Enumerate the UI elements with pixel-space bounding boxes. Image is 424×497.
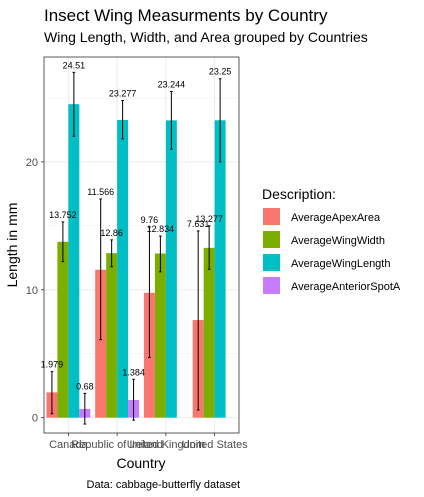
legend-key [263,231,280,248]
data-label: 13.277 [195,214,223,224]
bar [154,253,166,418]
data-label: 13.752 [49,210,77,220]
y-axis-title: Length in mm [4,203,20,288]
legend-key [263,254,280,271]
bar [214,120,226,418]
y-axis: 0 10 20 [26,157,44,425]
data-label: 11.566 [87,187,114,197]
x-tick-label: United States [182,439,249,451]
data-label: 0.68 [76,381,94,391]
data-label: 23.25 [209,67,232,77]
y-tick-label: 0 [32,413,38,425]
x-axis-title: Country [116,455,165,471]
error-bars [50,71,222,425]
legend-label: AverageAnteriorSpotA [291,281,401,293]
data-labels: 1.979 11.566 9.76 7.631 13.752 12.86 12.834 13.… [41,60,232,391]
legend-label: AverageApexArea [291,212,381,224]
legend: AverageApexArea AverageWingWidth AverageWi… [263,208,401,294]
x-tick-label: United Kingdom [127,439,205,451]
chart-title: Insect Wing Measurments by Country [44,6,328,25]
bar [165,120,177,418]
caption: Data: cabbage-butterfly dataset [87,479,240,491]
y-tick-label: 10 [26,285,38,297]
bar [203,247,215,418]
legend-key [263,277,280,294]
legend-title: Description: [262,186,336,202]
data-label: 12.834 [147,224,175,234]
data-label: 1.384 [122,367,145,377]
y-tick-label: 20 [26,157,38,169]
plot-border [43,56,240,434]
bar [106,253,118,418]
bar [95,269,107,418]
data-label: 12.86 [100,228,123,238]
chart-subtitle: Wing Length, Width, and Area grouped by … [44,29,368,45]
bar [117,119,129,418]
legend-key [263,208,280,225]
data-label: 7.631 [187,219,210,229]
legend-label: AverageWingWidth [291,235,385,247]
bar [68,104,80,418]
bar [57,241,69,418]
data-label: 23.277 [109,88,137,98]
data-label: 23.244 [158,80,186,90]
data-label: 1.979 [41,360,64,370]
data-label: 9.76 [141,215,159,225]
data-label: 24.51 [63,60,86,70]
legend-label: AverageWingLength [291,258,390,270]
x-tick-label: Canada [49,439,88,451]
x-tick-label: Republic of Ireland [71,439,163,451]
